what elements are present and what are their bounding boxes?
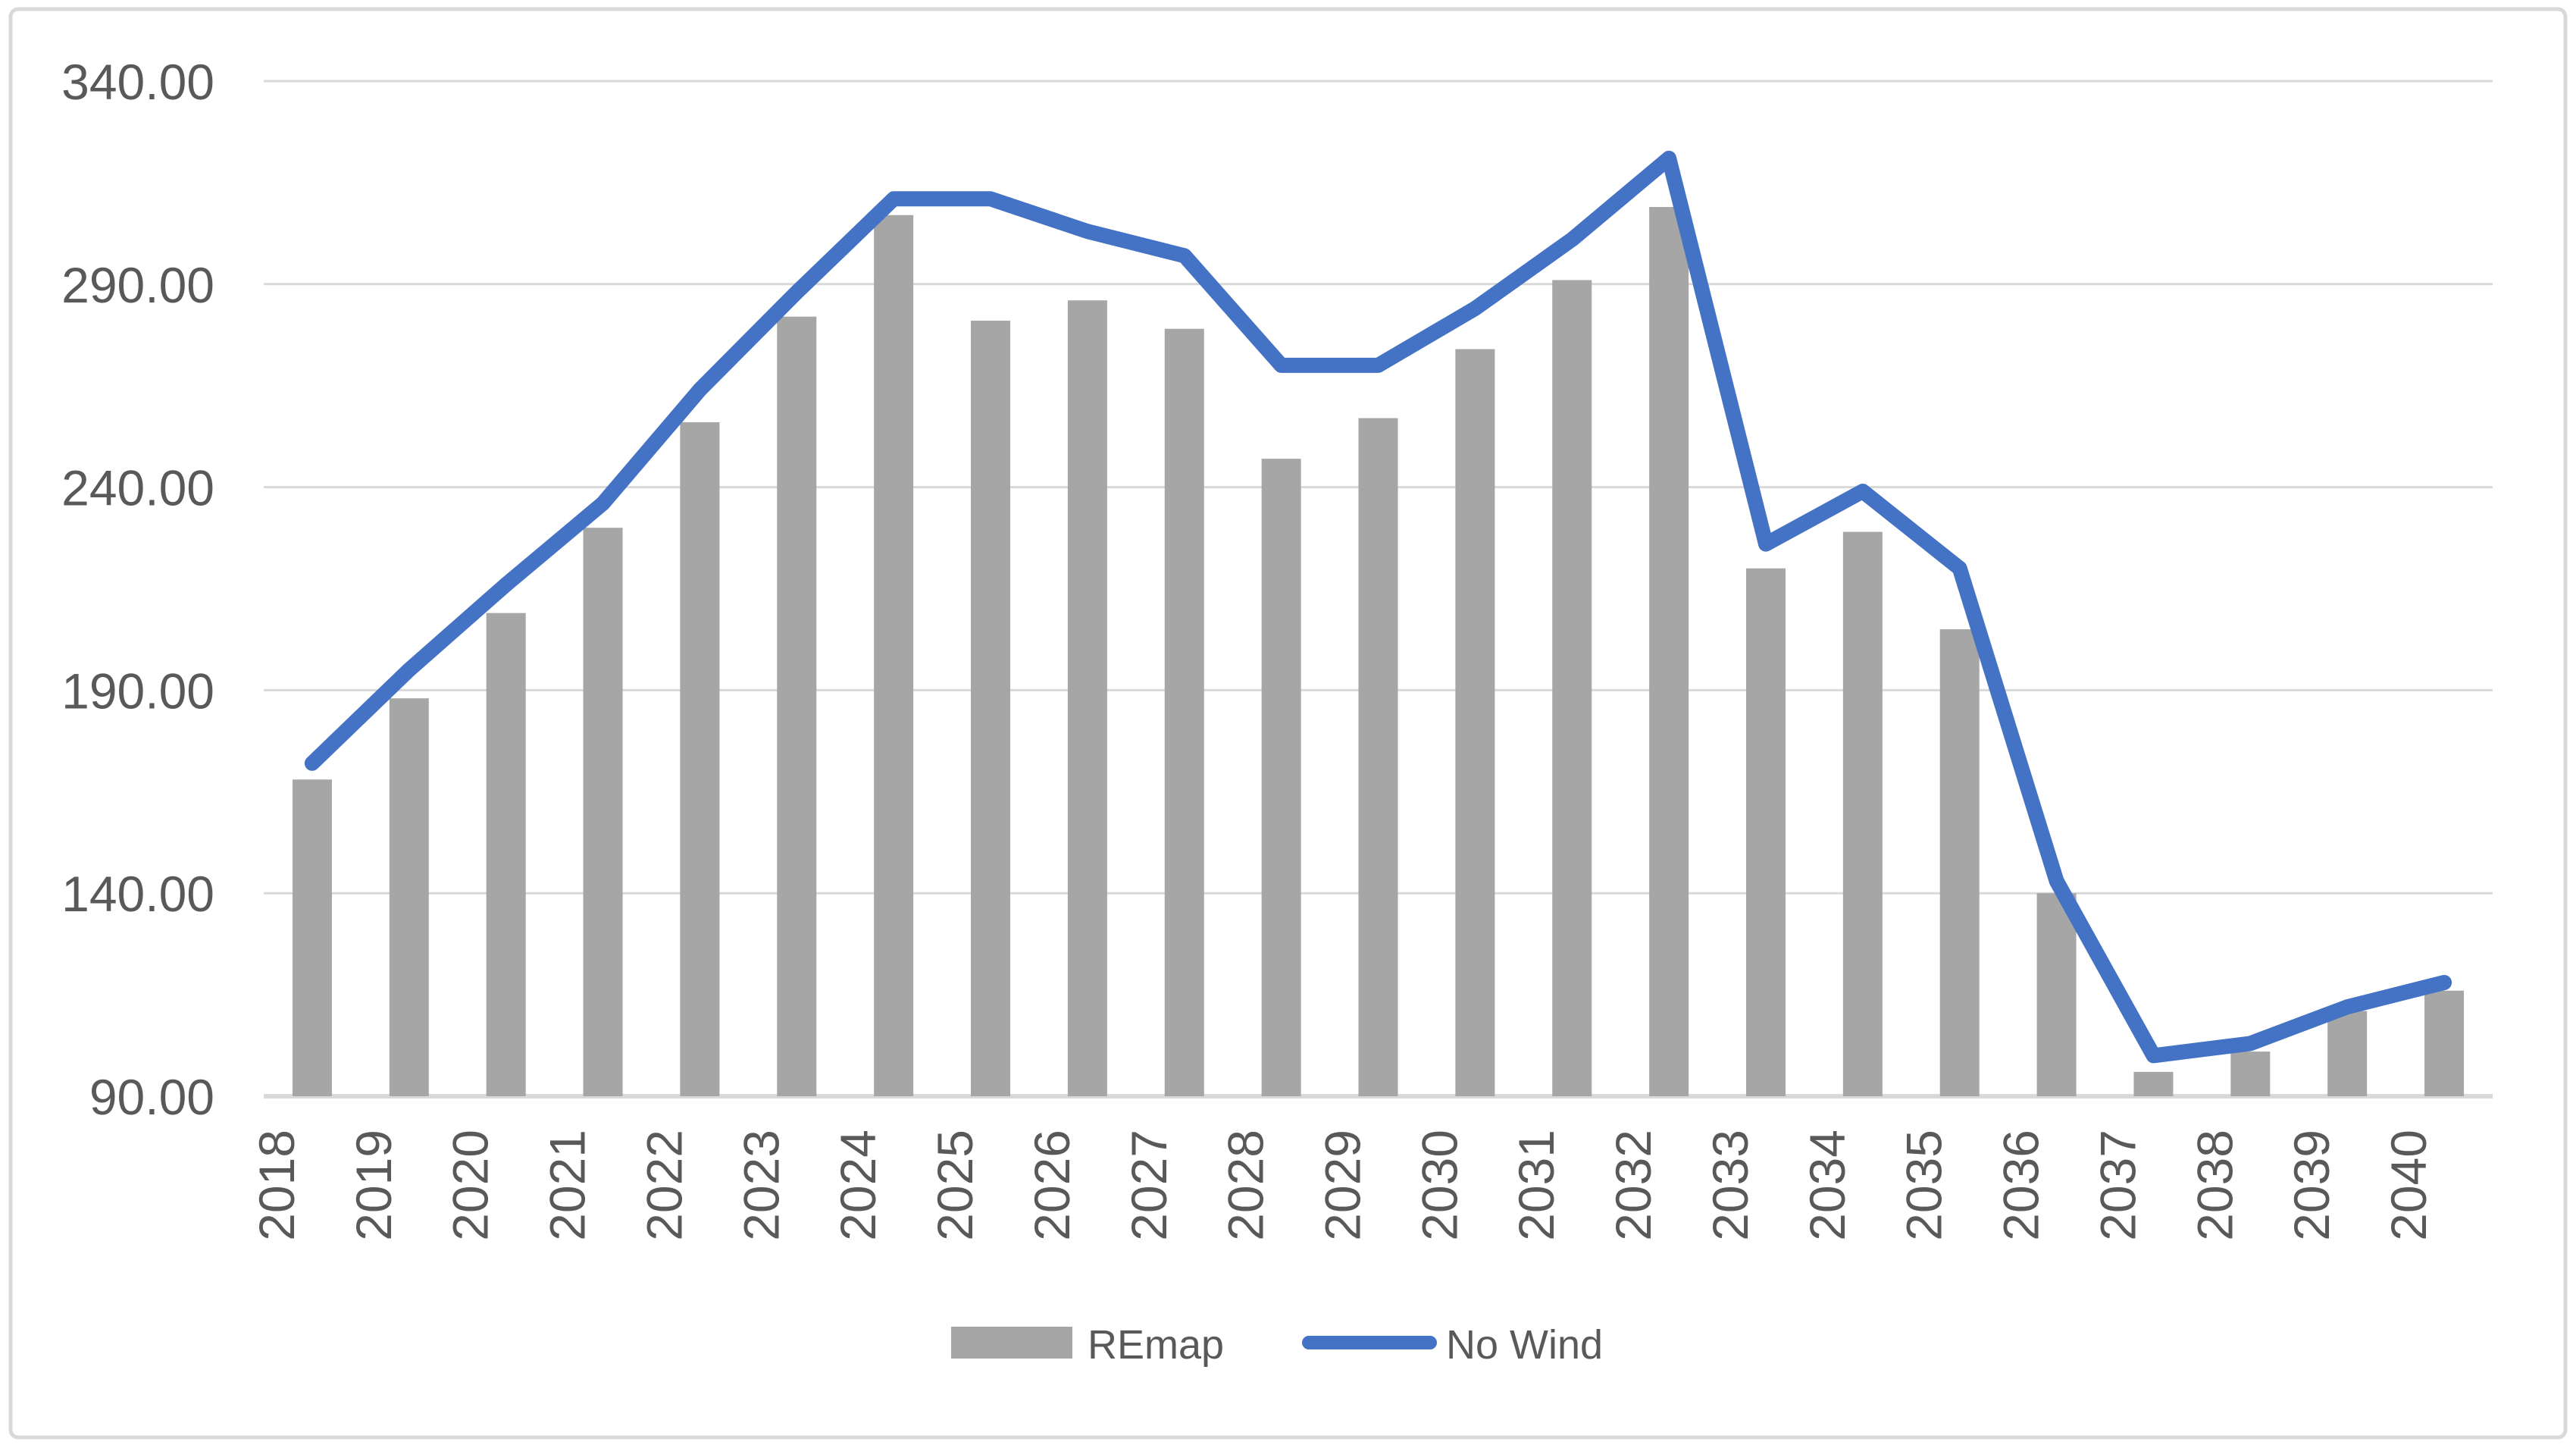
bar-2036 bbox=[2036, 893, 2077, 1096]
bar-2020 bbox=[486, 613, 526, 1096]
x-tick-label-2036: 2036 bbox=[1993, 1130, 2049, 1241]
x-tick-label-2024: 2024 bbox=[830, 1130, 886, 1241]
bar-2040 bbox=[2424, 990, 2465, 1096]
x-tick-label-2027: 2027 bbox=[1121, 1130, 1177, 1241]
legend-remap-label: REmap bbox=[1088, 1322, 1224, 1368]
bar-2033 bbox=[1745, 568, 1786, 1096]
x-tick-label-2020: 2020 bbox=[443, 1130, 499, 1241]
y-tick-label-240: 240.00 bbox=[61, 460, 214, 516]
x-tick-label-2026: 2026 bbox=[1024, 1130, 1080, 1241]
bar-2038 bbox=[2230, 1052, 2271, 1096]
bar-2029 bbox=[1358, 418, 1398, 1096]
x-tick-label-2037: 2037 bbox=[2089, 1130, 2146, 1241]
bar-2021 bbox=[583, 528, 623, 1096]
bar-2023 bbox=[777, 316, 817, 1097]
bar-2031 bbox=[1552, 280, 1592, 1097]
y-tick-label-90: 90.00 bbox=[89, 1069, 214, 1125]
bar-2027 bbox=[1164, 328, 1204, 1096]
bar-2032 bbox=[1649, 207, 1689, 1096]
bar-2018 bbox=[292, 779, 332, 1096]
x-tick-label-2028: 2028 bbox=[1218, 1130, 1274, 1241]
y-tick-label-340: 340.00 bbox=[61, 54, 214, 110]
bar-2024 bbox=[874, 215, 914, 1096]
bar-2025 bbox=[971, 321, 1011, 1096]
x-tick-label-2022: 2022 bbox=[636, 1130, 692, 1241]
bar-2037 bbox=[2133, 1071, 2174, 1096]
legend-remap-swatch bbox=[951, 1327, 1072, 1359]
bar-2028 bbox=[1261, 459, 1301, 1096]
x-tick-label-2030: 2030 bbox=[1411, 1130, 1467, 1241]
bar-2026 bbox=[1067, 300, 1107, 1096]
x-tick-label-2019: 2019 bbox=[346, 1130, 402, 1241]
bar-2039 bbox=[2327, 1011, 2368, 1096]
bar-2030 bbox=[1455, 349, 1495, 1097]
x-tick-label-2029: 2029 bbox=[1315, 1130, 1371, 1241]
x-tick-label-2018: 2018 bbox=[249, 1130, 305, 1241]
no-wind-line bbox=[304, 150, 2452, 1064]
x-tick-label-2025: 2025 bbox=[927, 1130, 983, 1241]
x-tick-label-2035: 2035 bbox=[1896, 1130, 1952, 1241]
bar-2022 bbox=[680, 422, 720, 1096]
x-tick-label-2021: 2021 bbox=[540, 1130, 596, 1241]
bar-2019 bbox=[389, 698, 429, 1096]
x-tick-label-2034: 2034 bbox=[1799, 1130, 1855, 1241]
x-tick-label-2032: 2032 bbox=[1605, 1130, 1661, 1241]
x-tick-label-2039: 2039 bbox=[2283, 1130, 2340, 1241]
y-tick-label-190: 190.00 bbox=[61, 663, 214, 719]
y-tick-label-140: 140.00 bbox=[61, 866, 214, 922]
x-tick-label-2031: 2031 bbox=[1508, 1130, 1564, 1241]
x-tick-label-2038: 2038 bbox=[2186, 1130, 2243, 1241]
legend-no-wind-label: No Wind bbox=[1446, 1322, 1603, 1368]
x-tick-label-2033: 2033 bbox=[1702, 1130, 1758, 1241]
x-tick-label-2040: 2040 bbox=[2380, 1130, 2437, 1241]
y-tick-label-290: 290.00 bbox=[61, 257, 214, 313]
bar-2035 bbox=[1939, 629, 1980, 1096]
bar-2034 bbox=[1842, 531, 1883, 1096]
x-tick-label-2023: 2023 bbox=[733, 1130, 789, 1241]
